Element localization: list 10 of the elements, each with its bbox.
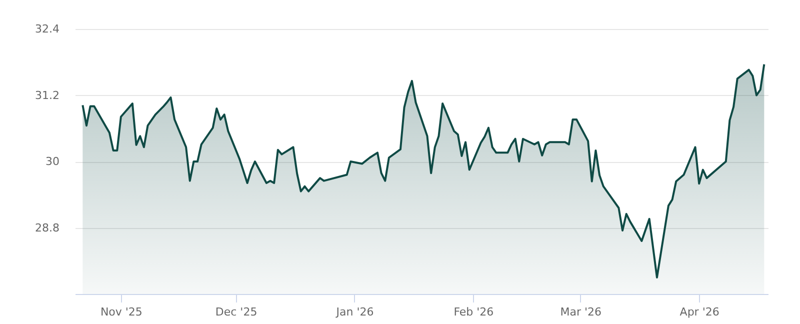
y-tick-label: 32.4 — [35, 22, 60, 36]
x-tick-label: Mar '26 — [560, 306, 602, 318]
x-tick-label: Feb '26 — [454, 306, 494, 318]
x-tick-label: Apr '26 — [680, 306, 720, 318]
y-tick-label: 31.2 — [35, 88, 60, 102]
x-tick-label: Jan '26 — [335, 306, 374, 318]
y-tick-label: 28.8 — [35, 221, 60, 234]
y-tick-label: 30 — [46, 155, 60, 168]
x-tick-label: Dec '25 — [215, 306, 258, 318]
x-tick-label: Nov '25 — [100, 306, 142, 318]
